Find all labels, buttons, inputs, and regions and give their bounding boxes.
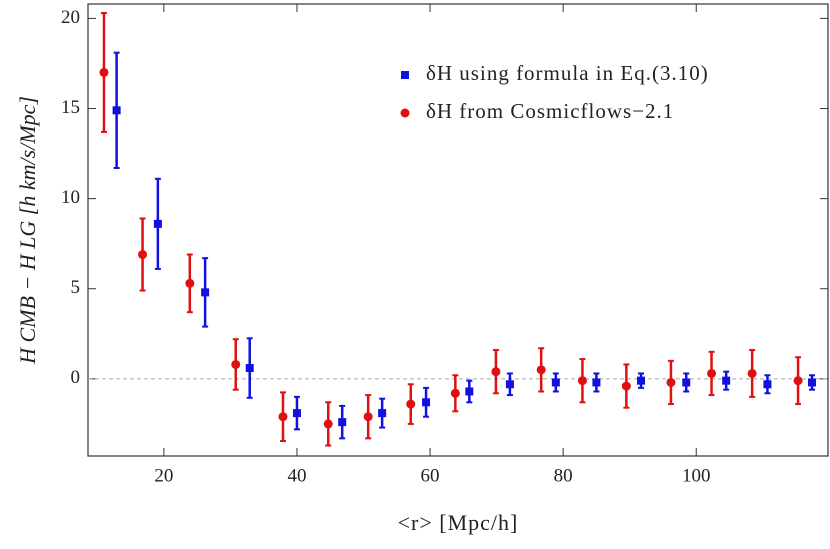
point: [378, 409, 387, 418]
x-tick-label: 40: [287, 465, 306, 486]
y-tick-label: 0: [71, 367, 81, 388]
legend-label: δH using formula in Eq.(3.10): [426, 61, 709, 85]
x-tick-label: 80: [554, 465, 573, 486]
point: [278, 412, 288, 422]
y-tick-label: 20: [61, 7, 80, 28]
point: [245, 364, 254, 373]
x-axis-label: <r> [Mpc/h]: [398, 510, 519, 535]
legend-marker: [400, 108, 410, 118]
x-tick-label: 20: [154, 465, 173, 486]
point: [682, 378, 691, 387]
point: [793, 376, 803, 386]
point: [536, 365, 546, 375]
y-tick-label: 10: [61, 187, 80, 208]
point: [722, 376, 731, 385]
y-axis-label: H CMB − H LG [h km/s/Mpc]: [15, 96, 40, 365]
plot-frame: [87, 3, 829, 457]
point: [577, 376, 587, 386]
point: [363, 412, 373, 422]
point: [99, 67, 109, 77]
point: [505, 380, 514, 389]
y-tick-label: 15: [61, 97, 80, 118]
point: [491, 367, 501, 377]
point: [153, 219, 162, 228]
point: [763, 380, 772, 389]
x-tick-label: 100: [682, 465, 711, 486]
point: [406, 399, 416, 409]
point: [637, 376, 646, 385]
point: [621, 381, 631, 391]
point: [138, 250, 148, 260]
point: [323, 419, 333, 429]
legend-label: δH from Cosmicflows−2.1: [426, 99, 674, 123]
point: [338, 418, 347, 427]
point: [551, 378, 560, 387]
x-tick-label: 60: [421, 465, 440, 486]
y-tick-label: 5: [71, 277, 81, 298]
point: [808, 378, 817, 387]
point: [592, 378, 601, 387]
point: [422, 398, 431, 407]
point: [666, 377, 676, 387]
point: [231, 359, 241, 369]
point: [201, 288, 210, 297]
point: [747, 368, 757, 378]
point: [450, 388, 460, 398]
point: [112, 106, 121, 115]
point: [707, 368, 717, 378]
point: [185, 278, 195, 288]
legend-marker: [401, 71, 409, 79]
point: [292, 409, 301, 418]
point: [465, 387, 474, 396]
